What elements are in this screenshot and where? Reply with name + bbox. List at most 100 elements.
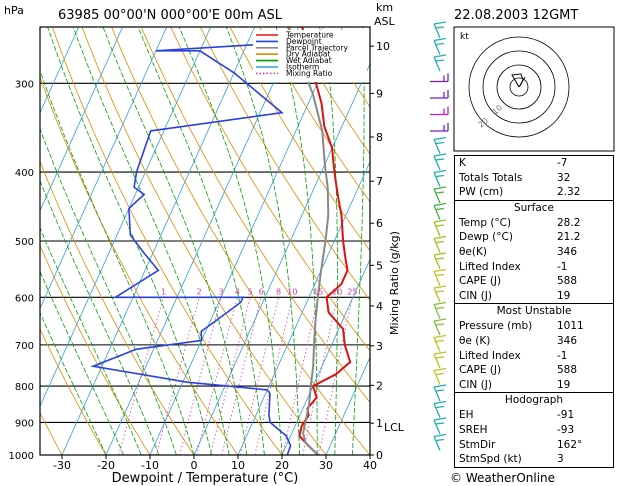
hodograph-row: EH -91 xyxy=(459,409,575,422)
plot-frame xyxy=(39,26,371,456)
wet-adiabat-line xyxy=(40,179,160,455)
mixing-ratio-line xyxy=(221,297,262,455)
wind-barb xyxy=(433,285,447,303)
km-tick-label: 7 xyxy=(376,175,383,188)
pressure-tick-label: 900 xyxy=(15,418,34,429)
wind-barb xyxy=(433,153,447,171)
km-tick-label: 5 xyxy=(376,259,383,272)
dry-adiabat-line xyxy=(140,27,370,403)
wind-barb xyxy=(433,37,447,55)
x-tick-label: 10 xyxy=(231,459,245,472)
x-tick-label: 0 xyxy=(191,459,198,472)
surface-row: Temp (°C) 28.2 xyxy=(459,216,581,229)
hodograph-rings xyxy=(468,36,570,138)
wet-adiabat-line xyxy=(40,127,177,455)
wet-adiabat-line xyxy=(352,27,365,455)
km-tick-label: 4 xyxy=(376,300,383,313)
pressure-unit-label: hPa xyxy=(4,4,24,17)
wet-adiabat-line xyxy=(275,27,318,455)
mixing-ratio-axis-label: Mixing Ratio (g/kg) xyxy=(388,231,401,335)
wet-adiabat-line xyxy=(137,27,265,455)
wind-barb xyxy=(433,169,447,187)
wind-barb xyxy=(433,334,447,352)
isotherm-line xyxy=(281,258,370,455)
footer-copyright: © WeatherOnline xyxy=(450,471,555,485)
mixing-ratio-label: 10 xyxy=(287,287,297,296)
km-tick-label: 10 xyxy=(376,40,390,53)
datetime-label: 22.08.2003 12GMT xyxy=(454,8,578,23)
hodograph-row: SREH -93 xyxy=(459,423,575,436)
wind-barb xyxy=(430,123,449,132)
wind-barb xyxy=(433,186,447,204)
mixing-ratio-label: 6 xyxy=(259,287,264,296)
km-label: km xyxy=(376,1,393,14)
x-tick-label: -20 xyxy=(97,459,115,472)
index-row: K -7 xyxy=(459,157,568,169)
hodograph-unit: kt xyxy=(460,32,469,42)
background-lines xyxy=(40,27,370,455)
mixing-ratio-line xyxy=(196,297,238,455)
x-tick-label: 40 xyxy=(363,459,377,472)
km-tick-label: 2 xyxy=(376,379,383,392)
legend-label: Mixing Ratio xyxy=(286,69,333,78)
mixing-ratio-line xyxy=(210,297,251,455)
mixing-ratio-label: 20 xyxy=(332,287,342,296)
wet-adiabat-line xyxy=(40,226,142,455)
wind-barb xyxy=(433,417,447,435)
wet-adiabat-line xyxy=(40,311,107,455)
mixing-ratio-line xyxy=(302,297,338,455)
mixing-ratio-line xyxy=(155,297,200,455)
wind-barb xyxy=(433,268,447,286)
wet-adiabat-line xyxy=(72,27,230,455)
x-tick-label: -30 xyxy=(53,459,71,472)
dry-adiabat-line xyxy=(40,75,239,455)
dry-adiabat-line xyxy=(51,27,283,455)
dry-adiabat-line xyxy=(81,27,327,455)
km-tick-label: 8 xyxy=(376,131,383,144)
hodograph-trace xyxy=(511,73,526,88)
mixing-ratio-label: 1 xyxy=(161,287,166,296)
surface-title: Surface xyxy=(513,201,554,214)
isotherm-line xyxy=(61,27,256,455)
legend-label: Dewpoint xyxy=(286,37,322,46)
wet-adiabat-line xyxy=(322,27,338,455)
most-unstable-row: CIN (J) 19 xyxy=(459,378,571,391)
dry-adiabat-line xyxy=(40,244,151,455)
hodograph-row: StmDir 162° xyxy=(459,438,583,451)
surface-row: CAPE (J) 588 xyxy=(459,275,578,288)
pressure-tick-label: 300 xyxy=(15,79,34,90)
legend-bg xyxy=(253,30,367,82)
wet-adiabat-line xyxy=(40,69,195,455)
hodograph-title: Hodograph xyxy=(504,394,564,407)
mixing-ratio-label: 8 xyxy=(276,287,281,296)
dry-adiabat-line xyxy=(111,27,370,455)
isotherm-line xyxy=(193,62,370,455)
km-tick-label: 6 xyxy=(376,217,383,230)
pressure-tick-label: 400 xyxy=(15,168,34,179)
lcl-label: LCL xyxy=(384,421,405,434)
km-tick-label: 3 xyxy=(376,340,383,353)
surface-row: Dewp (°C) 21.2 xyxy=(459,231,581,244)
series-layer xyxy=(90,27,352,455)
wet-adiabat-line xyxy=(47,27,212,455)
mixing-ratio-label: 25 xyxy=(347,287,357,296)
wind-barb xyxy=(430,90,449,99)
km-tick-label: 9 xyxy=(376,87,383,100)
most-unstable-title: Most Unstable xyxy=(496,305,572,318)
x-axis-title: Dewpoint / Temperature (°C) xyxy=(112,471,299,486)
pressure-tick-label: 500 xyxy=(15,237,34,248)
isotherm-line xyxy=(40,27,80,114)
station-title: 63985 00°00'N 000°00'E 00m ASL xyxy=(58,8,283,23)
wet-adiabat-line xyxy=(225,27,300,455)
wind-barb xyxy=(433,301,447,319)
wind-barb xyxy=(433,136,447,154)
surface-row: θe(K) 346 xyxy=(459,245,578,258)
mixing-ratio-label: 15 xyxy=(313,287,323,296)
surface-row: Lifted Index -1 xyxy=(459,260,568,273)
dry-adiabat-line xyxy=(40,160,195,455)
wind-barb xyxy=(433,318,447,336)
wind-barb xyxy=(430,73,449,83)
mixing-ratio-label: 2 xyxy=(197,287,202,296)
pressure-tick-label: 600 xyxy=(15,293,34,304)
